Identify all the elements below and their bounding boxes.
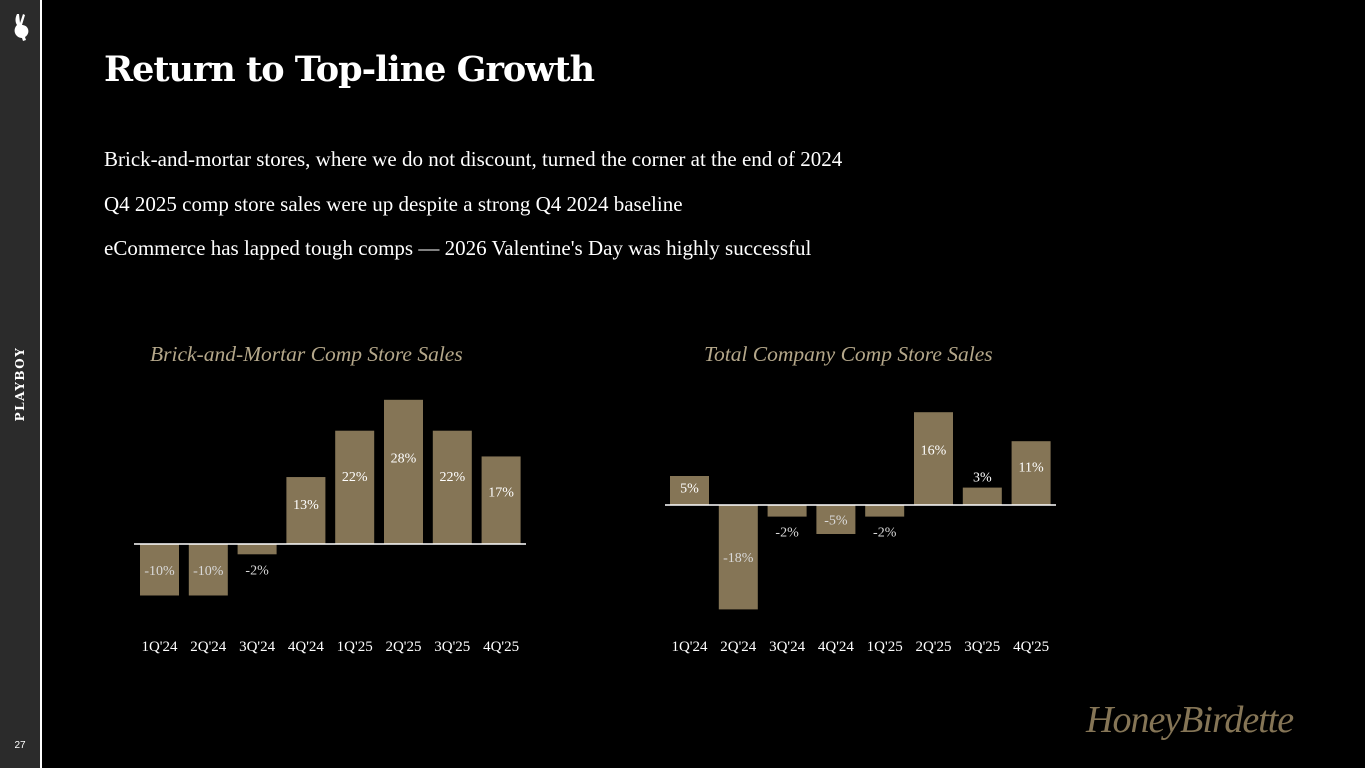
bm-data-label: -10%	[144, 564, 175, 579]
bullet-item: eCommerce has lapped tough comps — 2026 …	[104, 236, 812, 260]
bm-tick-label: 1Q'25	[337, 639, 373, 655]
bm-bar-8	[481, 456, 521, 544]
bunny-head-icon	[14, 14, 29, 41]
tc-tick-label: 1Q'24	[671, 639, 708, 655]
bm-bar-1	[140, 544, 179, 596]
tc-bar-1	[670, 476, 709, 505]
bm-data-label: 17%	[488, 485, 514, 500]
tc-data-label: -18%	[723, 551, 754, 566]
bm-tick-label: 4Q'24	[288, 639, 325, 655]
bm-data-label: 28%	[391, 451, 417, 466]
bullet-item: Brick-and-mortar stores, where we do not…	[104, 147, 843, 171]
bm-bar-4	[286, 477, 326, 544]
tc-data-label: -5%	[824, 514, 848, 529]
bm-data-label: 22%	[439, 470, 465, 485]
bm-bar-3	[237, 544, 277, 555]
tc-tick-label: 4Q'25	[1013, 639, 1049, 655]
tc-tick-label: 2Q'24	[720, 639, 757, 655]
tc-tick-label: 3Q'25	[964, 639, 1000, 655]
bm-bar-6	[384, 399, 423, 544]
bm-tick-label: 3Q'24	[239, 639, 276, 655]
slide-title: Return to Top-line Growth	[104, 49, 595, 90]
bm-bar-2	[188, 544, 228, 596]
tc-bar-4	[816, 505, 856, 534]
tc-tick-label: 2Q'25	[915, 639, 951, 655]
bm-data-label: 22%	[342, 470, 368, 485]
bm-tick-label: 2Q'24	[190, 639, 227, 655]
bullet-list: Brick-and-mortar stores, where we do not…	[104, 148, 842, 282]
brick-mortar-chart-title: Brick-and-Mortar Comp Store Sales	[150, 342, 463, 366]
bullet-item: Q4 2025 comp store sales were up despite…	[104, 191, 683, 216]
tc-data-label: 11%	[1019, 461, 1044, 476]
tc-tick-label: 4Q'24	[818, 639, 855, 655]
tc-bar-3	[767, 505, 807, 517]
tc-tick-label: 1Q'25	[867, 639, 903, 655]
total-company-chart-title: Total Company Comp Store Sales	[704, 342, 993, 366]
tc-data-label: -2%	[775, 526, 799, 541]
tc-data-label: -2%	[873, 526, 897, 541]
tc-bar-8	[1011, 441, 1051, 505]
honey-birdette-logo: HoneyBirdette	[1086, 699, 1294, 741]
bm-data-label: 13%	[293, 498, 319, 513]
page-number: 27	[14, 740, 26, 751]
tc-tick-label: 3Q'24	[769, 639, 806, 655]
tc-bar-5	[865, 505, 905, 517]
tc-data-label: 16%	[921, 443, 947, 458]
tc-bar-2	[718, 505, 758, 610]
bm-bar-5	[335, 430, 375, 544]
bm-tick-label: 3Q'25	[434, 639, 470, 655]
bm-tick-label: 4Q'25	[483, 639, 519, 655]
bm-tick-label: 2Q'25	[385, 639, 421, 655]
bm-bar-7	[432, 430, 472, 544]
tc-data-label: 3%	[973, 471, 992, 486]
bm-data-label: -10%	[193, 564, 224, 579]
tc-bar-7	[962, 487, 1002, 505]
sidebar: PLAYBOY 27	[0, 0, 42, 768]
bm-tick-label: 1Q'24	[141, 639, 178, 655]
bm-data-label: -2%	[245, 563, 269, 578]
tc-data-label: 5%	[680, 482, 699, 497]
tc-bar-6	[914, 412, 953, 505]
